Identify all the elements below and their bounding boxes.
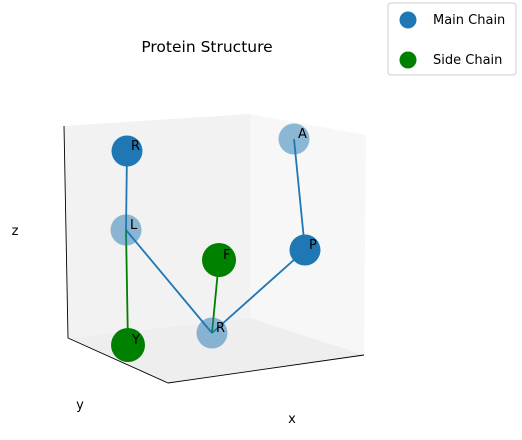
x-axis-line	[167, 354, 365, 384]
side-chain-residue-point	[111, 328, 145, 362]
chart-title: Protein Structure	[141, 38, 272, 56]
side-chain-residue-point	[202, 243, 236, 277]
residue-label: R	[131, 139, 140, 154]
main-chain-residue-point	[196, 317, 228, 349]
z-axis-label: z	[12, 224, 19, 239]
residue-label: R	[216, 321, 225, 336]
residue-label: L	[130, 218, 138, 233]
side-chain-bond	[125, 229, 129, 346]
residue-label: P	[309, 238, 317, 253]
main-chain-residue-point	[278, 123, 310, 155]
y-axis-label: y	[76, 398, 84, 413]
main-chain-bond	[293, 138, 306, 251]
main-chain-bond	[125, 229, 213, 334]
legend-label-side-chain: Side Chain	[433, 53, 502, 68]
main-chain-residue-point	[289, 234, 321, 266]
legend-frame	[387, 2, 517, 76]
floor-pane	[68, 318, 364, 383]
residue-label: A	[298, 127, 307, 142]
x-axis-label: x	[288, 412, 296, 427]
y-axis-line	[67, 337, 169, 384]
right-pane	[250, 114, 366, 355]
residues-layer: R L Y R F P A	[110, 123, 321, 362]
main-chain-residue-point	[111, 135, 143, 167]
z-axis-line	[63, 125, 69, 339]
back-pane	[64, 114, 250, 338]
legend-marker-main-chain	[399, 11, 417, 29]
residue-label: Y	[131, 333, 140, 348]
residue-label: F	[223, 248, 230, 263]
legend-marker-side-chain	[399, 51, 417, 69]
main-chain-bond	[211, 249, 306, 334]
legend: Main Chain Side Chain	[387, 2, 517, 76]
main-chain-residue-point	[110, 214, 142, 246]
legend-label-main-chain: Main Chain	[433, 13, 505, 28]
